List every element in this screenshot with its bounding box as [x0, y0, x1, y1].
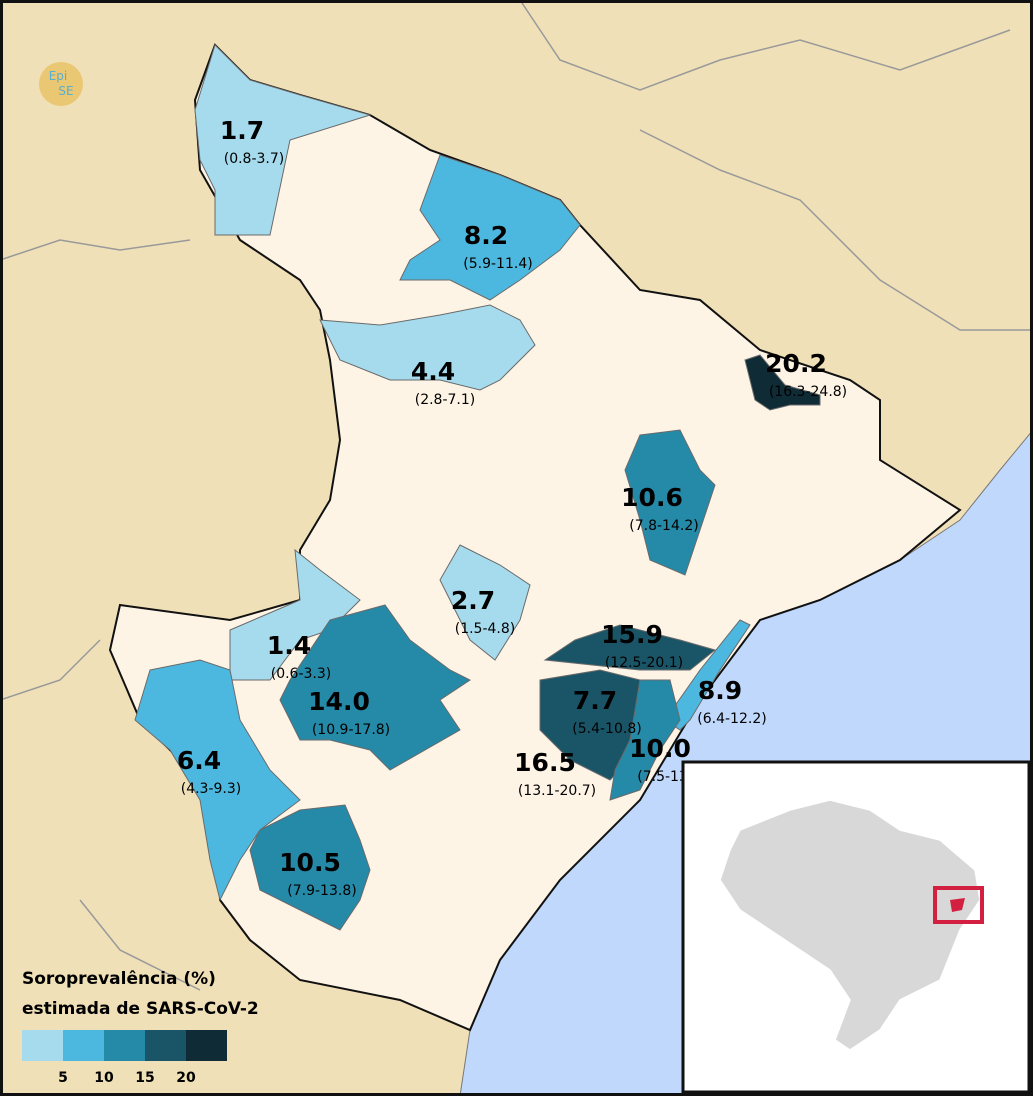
legend-title: estimada de SARS-CoV-2 — [22, 999, 259, 1019]
region-value: 10.0 — [629, 734, 691, 763]
region-value: 10.5 — [279, 848, 341, 877]
legend-swatch — [104, 1030, 145, 1061]
region-value: 4.4 — [411, 357, 455, 386]
legend-swatch — [186, 1030, 227, 1061]
region-value: 15.9 — [601, 620, 663, 649]
logo: Epi SE — [39, 62, 83, 106]
legend-tick: 20 — [176, 1070, 196, 1086]
inset — [681, 760, 1031, 1094]
logo-text: SE — [58, 84, 73, 98]
highlight — [933, 886, 984, 924]
legend-tick: 5 — [58, 1070, 68, 1086]
region-value: 16.5 — [514, 748, 576, 777]
region-value: 6.4 — [177, 746, 221, 775]
legend-tick: 10 — [94, 1070, 114, 1086]
region-value: 8.9 — [698, 676, 742, 705]
region-value: 10.6 — [621, 483, 683, 512]
region-ci: (7.9-13.8) — [287, 883, 356, 899]
region-ci: (0.6-3.3) — [271, 666, 332, 682]
legend-swatch — [145, 1030, 186, 1061]
region-ci: (6.4-12.2) — [697, 711, 766, 727]
labels: 1.7 (0.8-3.7) 8.2 (5.9-11.4) 4.4 (2.8-7.1) 20.… — [177, 116, 847, 899]
legend-swatch — [22, 1030, 63, 1061]
legend-swatch — [63, 1030, 104, 1061]
region-value: 14.0 — [308, 687, 370, 716]
region-value: 20.2 — [765, 349, 827, 378]
region-value: 7.7 — [573, 686, 617, 715]
region — [664, 619, 751, 731]
region — [194, 44, 372, 236]
highlight-state — [950, 898, 965, 912]
region — [249, 804, 371, 931]
region-ci: (5.4-10.8) — [572, 721, 641, 737]
region-ci: (5.9-11.4) — [463, 256, 532, 272]
region — [744, 354, 821, 411]
region-value: 8.2 — [464, 221, 508, 250]
legend-title: Soroprevalência (%) — [22, 969, 216, 989]
brazil — [719, 799, 981, 1051]
region — [439, 544, 531, 661]
region-value: 1.4 — [267, 631, 311, 660]
region-ci: (13.1-20.7) — [518, 783, 596, 799]
region — [134, 659, 301, 902]
region-ci: (4.3-9.3) — [181, 781, 242, 797]
legend-tick: 15 — [135, 1070, 154, 1086]
region — [229, 548, 361, 681]
region-ci: (12.5-20.1) — [605, 655, 683, 671]
legend: Soroprevalência (%) estimada de SARS-CoV… — [22, 969, 259, 1086]
region — [399, 154, 581, 301]
region-ci: (2.8-7.1) — [415, 392, 476, 408]
logo-text: Epi — [49, 69, 68, 83]
region-ci: (10.9-17.8) — [312, 722, 390, 738]
region — [624, 429, 716, 576]
region-value: 2.7 — [451, 586, 495, 615]
region — [609, 679, 681, 801]
region-ci: (7.8-14.2) — [629, 518, 698, 534]
region-ci: (16.3-24.8) — [769, 384, 847, 400]
logo-circle — [39, 62, 83, 106]
region — [279, 604, 471, 771]
state-borders — [0, 0, 1033, 991]
state — [108, 43, 962, 1032]
legend-boxes: 5 10 15 20 — [22, 1030, 227, 1086]
regions — [134, 44, 821, 931]
region — [319, 304, 536, 391]
region-ci: (0.8-3.7) — [224, 151, 285, 167]
region-ci: (1.5-4.8) — [455, 621, 516, 637]
region-value: 1.7 — [220, 116, 264, 145]
region — [543, 624, 717, 671]
